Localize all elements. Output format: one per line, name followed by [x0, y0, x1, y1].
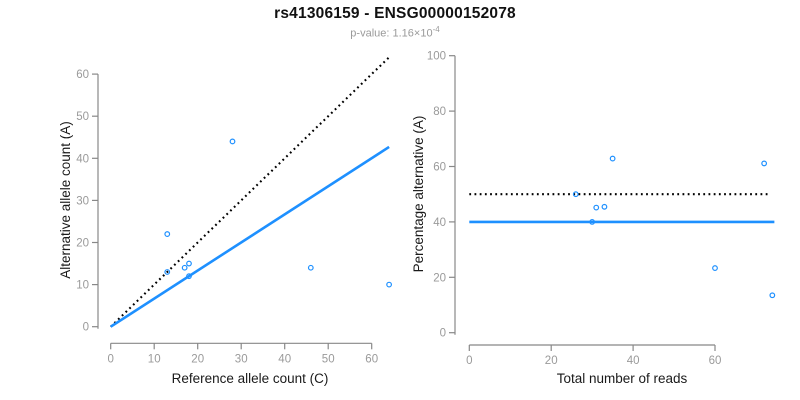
- pvalue-exponent: -4: [432, 25, 440, 34]
- x-tick-label: 0: [107, 353, 113, 365]
- data-point: [307, 264, 314, 271]
- data-point: [601, 203, 608, 210]
- figure-subtitle: p-value: 1.16×10-4: [0, 25, 790, 40]
- data-point: [164, 269, 171, 275]
- x-tick-label: 60: [709, 355, 722, 367]
- x-tick-label: 40: [627, 355, 640, 367]
- x-axis-label: Total number of reads: [557, 371, 688, 386]
- y-tick-label: 20: [76, 238, 89, 250]
- identity-line: [109, 56, 390, 328]
- y-tick-label: 30: [76, 195, 89, 207]
- y-tick-label: 80: [433, 106, 446, 118]
- data-point: [609, 155, 616, 162]
- data-point: [229, 138, 236, 145]
- x-tick-label: 20: [191, 353, 204, 365]
- x-tick-label: 10: [148, 353, 161, 365]
- data-point: [186, 273, 192, 280]
- data-point: [572, 191, 579, 198]
- y-tick-label: 60: [433, 162, 446, 174]
- data-point: [164, 231, 171, 237]
- data-point: [769, 292, 776, 299]
- x-tick-label: 30: [235, 353, 248, 365]
- data-point: [186, 260, 192, 267]
- x-tick-label: 60: [365, 353, 378, 365]
- x-tick-label: 50: [322, 353, 335, 365]
- y-tick-label: 10: [76, 280, 89, 292]
- x-axis-label: Reference allele count (C): [172, 371, 329, 386]
- x-tick-label: 20: [545, 355, 558, 367]
- data-point: [589, 218, 596, 225]
- data-point: [386, 281, 393, 288]
- y-tick-label: 40: [433, 217, 446, 229]
- x-tick-label: 40: [278, 353, 291, 365]
- data-point: [712, 265, 718, 271]
- y-tick-label: 40: [76, 153, 89, 165]
- data-point: [181, 264, 188, 271]
- y-tick-label: 60: [76, 69, 89, 81]
- y-tick-label: 100: [427, 51, 446, 63]
- y-tick-label: 50: [76, 111, 89, 123]
- fitted-ratio-line: [109, 145, 390, 328]
- y-tick-label: 0: [440, 328, 446, 340]
- y-axis-label: Alternative allele count (A): [58, 121, 73, 279]
- data-point: [593, 204, 600, 211]
- data-point: [761, 160, 768, 167]
- pvalue-text: p-value: 1.16×10: [350, 27, 433, 40]
- y-tick-label: 20: [433, 272, 446, 284]
- x-tick-label: 0: [466, 355, 472, 367]
- figure-title: rs41306159 - ENSG00000152078: [274, 5, 516, 22]
- y-axis-label: Percentage alternative (A): [411, 116, 426, 273]
- y-tick-label: 0: [83, 322, 89, 334]
